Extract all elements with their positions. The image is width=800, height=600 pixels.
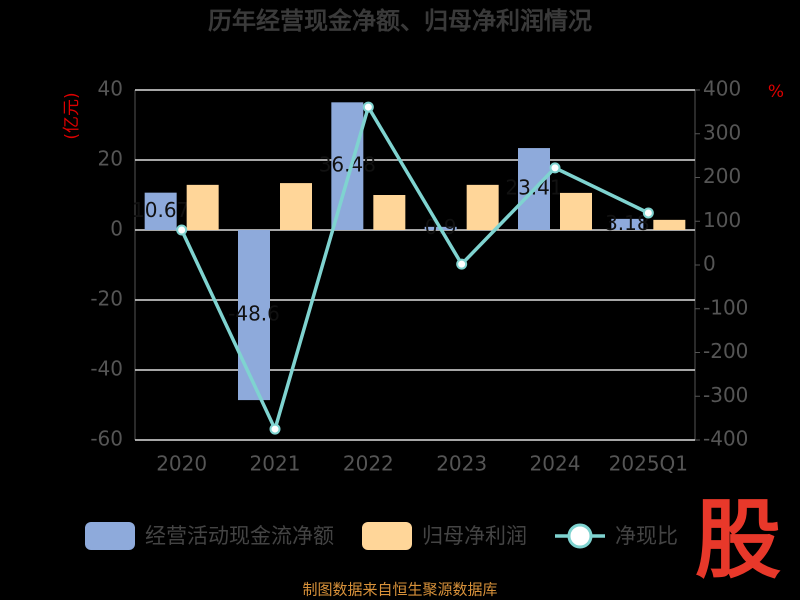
y-tick-label: -40	[90, 357, 123, 381]
x-tick-label: 2024	[530, 452, 581, 476]
logo-background	[688, 500, 800, 590]
line-point	[549, 162, 561, 174]
y2-tick-label: 0	[703, 252, 716, 276]
y-axis-label: (亿元)	[62, 92, 82, 139]
y-tick-label: -20	[90, 287, 123, 311]
y-tick-label: 20	[98, 147, 123, 171]
bar	[144, 192, 177, 230]
bar	[611, 218, 644, 230]
bar-value-label: 36.48	[319, 153, 376, 177]
y2-tick-label: -300	[703, 383, 748, 407]
chart-title: 历年经营现金净额、归母净利润情况	[208, 7, 592, 35]
y-tick-label: -60	[90, 427, 123, 451]
y-tick-label: 40	[98, 77, 123, 101]
line-point	[176, 224, 188, 236]
line-point	[642, 207, 654, 219]
y2-tick-label: -400	[703, 427, 748, 451]
line-point	[362, 101, 374, 113]
bar-value-label: 3.18	[605, 211, 650, 235]
x-tick-label: 2022	[343, 452, 394, 476]
bar	[331, 102, 364, 230]
bar	[186, 184, 219, 230]
y2-tick-label: -200	[703, 339, 748, 363]
logo: 股	[695, 490, 781, 590]
line	[180, 102, 650, 435]
y2-tick-label: 400	[703, 77, 741, 101]
bar	[238, 230, 270, 401]
bar	[280, 183, 312, 230]
bar	[373, 195, 406, 230]
line-point	[456, 258, 468, 270]
legend-label: 净现比	[615, 524, 678, 548]
source-note: 制图数据来自恒生聚源数据库	[302, 581, 497, 599]
legend-label: 经营活动现金流净额	[145, 524, 334, 548]
x-tick-label: 2021	[250, 452, 301, 476]
legend-swatch	[85, 522, 135, 550]
x-tick-label: 2025Q1	[609, 452, 688, 476]
y2-tick-label: 200	[703, 164, 741, 188]
bar-value-label: -48.6	[228, 302, 280, 326]
line-point	[269, 423, 281, 435]
legend-marker	[567, 523, 593, 549]
y2-tick-label: 300	[703, 120, 741, 144]
x-tick-label: 2020	[156, 452, 207, 476]
legend-label: 归母净利润	[422, 524, 527, 548]
bar	[560, 192, 592, 230]
y2-axis-label: %	[768, 82, 784, 102]
bar-value-label: 10.67	[132, 198, 189, 222]
y2-tick-label: -100	[703, 295, 748, 319]
y-tick-label: 0	[110, 217, 123, 241]
x-tick-label: 2023	[436, 452, 487, 476]
legend-swatch	[362, 522, 412, 550]
bar	[653, 219, 686, 230]
bar	[466, 184, 499, 230]
y2-tick-label: 100	[703, 208, 741, 232]
